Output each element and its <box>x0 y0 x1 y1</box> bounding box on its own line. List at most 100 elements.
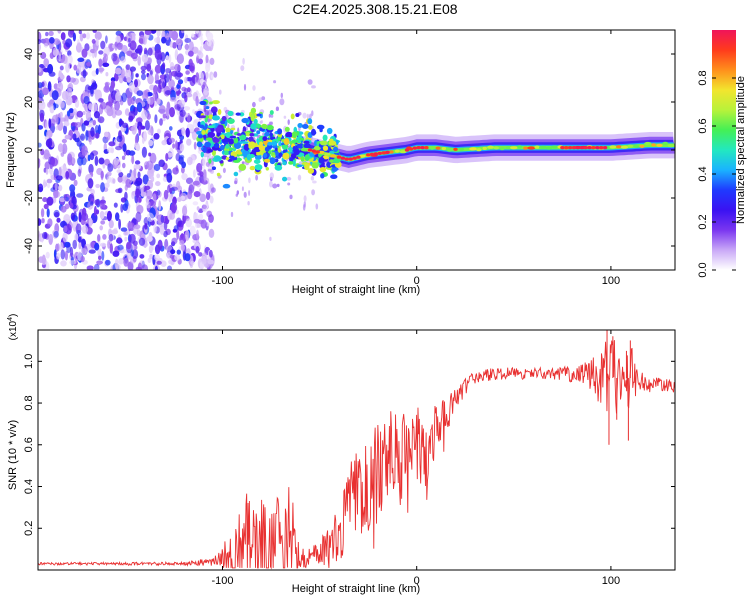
noise-blob <box>202 156 207 167</box>
noise-blob <box>154 265 158 270</box>
ridge-blob <box>205 106 210 110</box>
noise-blob <box>43 203 49 210</box>
noise-blob <box>91 102 98 113</box>
ridge-blob <box>221 115 227 122</box>
spectrogram-y-tick-label: -20 <box>23 190 35 206</box>
ridge-blob <box>277 136 281 142</box>
noise-blob <box>168 54 172 64</box>
ridge-hotspot <box>469 147 477 151</box>
ridge-hotspot <box>510 146 518 150</box>
ridge-blob <box>249 165 256 171</box>
noise-blob <box>142 90 149 101</box>
noise-blob <box>91 39 96 44</box>
noise-blob <box>140 125 146 130</box>
noise-blob <box>93 205 97 217</box>
noise-blob <box>185 70 190 75</box>
ridge-blob <box>278 142 282 147</box>
ridge-blob <box>304 163 310 171</box>
noise-blob <box>154 37 160 43</box>
ridge-blob <box>249 132 255 137</box>
noise-blob <box>98 58 103 68</box>
noise-blob <box>125 32 133 44</box>
noise-blob <box>124 191 128 201</box>
noise-blob <box>139 254 145 259</box>
noise-blob <box>116 237 123 244</box>
noise-blob <box>147 74 154 85</box>
noise-blob <box>178 154 185 160</box>
ridge-hotspot <box>487 145 494 149</box>
ridge-peak <box>583 146 588 150</box>
noise-blob <box>154 49 162 60</box>
noise-blob <box>60 249 66 260</box>
noise-blob <box>269 180 273 188</box>
noise-blob <box>165 68 172 74</box>
noise-blob <box>109 243 114 254</box>
ridge-blob <box>263 152 268 159</box>
ridge-blob <box>207 148 214 153</box>
ridge-hotspot <box>500 147 505 151</box>
noise-blob <box>135 188 141 199</box>
noise-blob <box>51 90 59 101</box>
noise-blob <box>174 70 182 80</box>
noise-blob <box>53 209 60 218</box>
ridge-blob <box>277 128 283 135</box>
noise-blob <box>169 212 176 220</box>
noise-blob <box>236 190 239 195</box>
snr-y-tick-label: 0.6 <box>23 437 35 452</box>
colorbar-gradient <box>712 30 736 270</box>
ridge-blob <box>293 148 300 156</box>
noise-blob <box>176 249 181 255</box>
noise-blob <box>75 223 82 234</box>
noise-blob <box>128 110 136 120</box>
noise-blob <box>196 206 200 211</box>
noise-blob <box>74 99 80 108</box>
noise-blob <box>107 163 114 172</box>
ridge-blob <box>220 134 225 140</box>
noise-blob <box>189 76 196 87</box>
noise-blob <box>211 74 214 79</box>
ridge-blob <box>282 161 287 166</box>
noise-blob <box>141 69 146 74</box>
noise-blob <box>115 35 121 43</box>
noise-blob <box>164 90 172 96</box>
noise-blob <box>157 239 163 250</box>
noise-blob <box>61 138 67 144</box>
ridge-blob <box>215 127 223 133</box>
noise-blob <box>297 174 302 181</box>
noise-blob <box>203 104 207 112</box>
noise-blob <box>166 32 170 41</box>
noise-blob <box>53 174 57 181</box>
noise-blob <box>76 42 82 53</box>
noise-blob <box>213 71 218 78</box>
noise-blob <box>121 68 125 79</box>
noise-blob <box>78 236 82 243</box>
noise-blob <box>115 91 121 103</box>
noise-blob <box>46 208 50 218</box>
noise-blob <box>69 202 74 209</box>
noise-blob <box>275 106 279 112</box>
ridge-peak <box>404 148 410 152</box>
ridge-blob <box>283 138 290 145</box>
noise-blob <box>311 110 314 117</box>
ridge-blob <box>333 157 341 164</box>
noise-blob <box>130 126 137 132</box>
noise-blob <box>38 66 42 73</box>
noise-blob <box>205 161 210 167</box>
ridge-blob <box>307 118 313 125</box>
noise-blob <box>166 172 173 183</box>
noise-blob <box>159 118 163 126</box>
noise-blob <box>161 36 167 44</box>
noise-blob <box>211 187 216 193</box>
noise-blob <box>105 35 108 44</box>
noise-blob <box>190 260 195 266</box>
ridge-blob <box>266 124 274 131</box>
noise-blob <box>203 86 209 96</box>
ridge-blob <box>225 144 230 149</box>
noise-blob <box>97 248 102 257</box>
ridge-blob <box>274 164 283 171</box>
noise-blob <box>147 47 153 56</box>
noise-blob <box>260 120 264 124</box>
noise-blob <box>106 210 112 222</box>
noise-blob <box>192 239 199 244</box>
noise-blob <box>127 95 132 107</box>
